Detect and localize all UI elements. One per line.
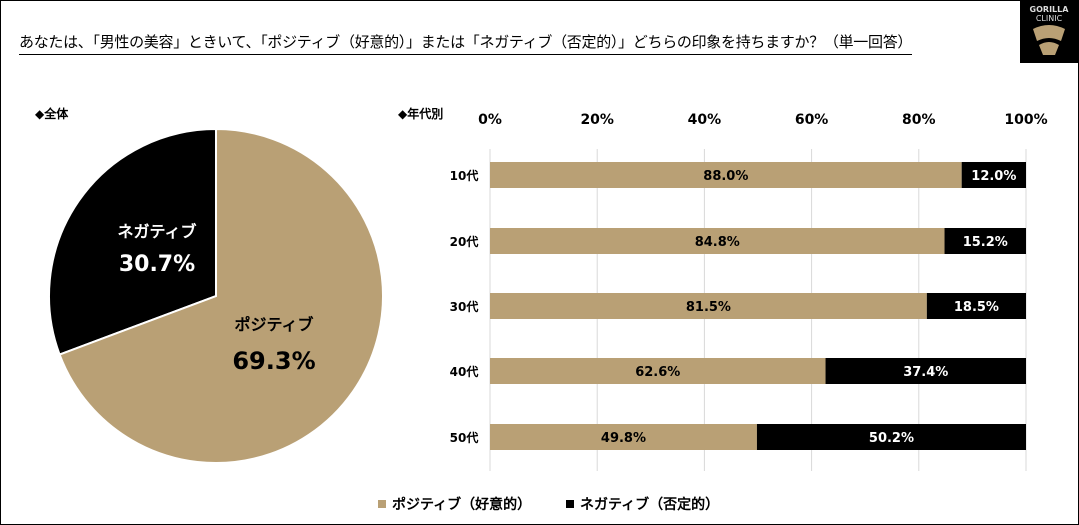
data-label-positive: 81.5%: [686, 300, 731, 315]
data-label-negative: 50.2%: [869, 431, 914, 446]
legend-label-negative: ネガティブ（否定的）: [580, 497, 720, 513]
x-tick-label: 60%: [795, 112, 829, 128]
bar-negative: [961, 162, 1026, 188]
legend-label-positive: ポジティブ（好意的）: [392, 497, 532, 513]
category-label: 30代: [450, 299, 479, 314]
bar-negative: [944, 228, 1026, 254]
data-label-negative: 15.2%: [963, 235, 1008, 250]
data-label-negative: 37.4%: [903, 365, 948, 380]
logo-text-2: CLINIC: [1035, 14, 1063, 23]
bar-positive: [490, 424, 757, 450]
bar-negative: [825, 358, 1026, 384]
category-label: 40代: [450, 364, 479, 379]
pie-slice-positive: [58, 127, 384, 464]
data-label-positive: 62.6%: [635, 365, 680, 380]
pie-section-title: ◆全体: [35, 107, 69, 121]
x-tick-label: 20%: [580, 112, 614, 128]
data-label-negative: 12.0%: [971, 169, 1016, 184]
legend-swatch-negative: [566, 500, 574, 508]
bar-positive: [490, 228, 945, 254]
category-label: 20代: [450, 234, 479, 249]
x-tick-label: 0%: [478, 112, 502, 128]
pie-slice-negative: [48, 127, 217, 356]
category-label: 50代: [450, 430, 479, 445]
bar-negative: [926, 293, 1026, 319]
pie-label-negative-value: 30.7%: [119, 252, 195, 277]
data-label-positive: 88.0%: [703, 169, 748, 184]
pie-label-negative-name: ネガティブ: [117, 222, 196, 241]
bar-positive: [490, 358, 826, 384]
legend-item-negative: ネガティブ（否定的）: [566, 494, 719, 514]
data-label-negative: 18.5%: [954, 300, 999, 315]
data-label-positive: 84.8%: [695, 235, 740, 250]
bar-positive: [490, 162, 962, 188]
gorilla-clinic-logo: GORILLA CLINIC: [1020, 1, 1078, 63]
category-label: 10代: [450, 168, 479, 183]
logo-text-1: GORILLA: [1029, 5, 1069, 14]
x-tick-label: 40%: [688, 112, 722, 128]
pie-label-positive-name: ポジティブ: [234, 315, 313, 334]
data-label-positive: 49.8%: [601, 431, 646, 446]
bar-positive: [490, 293, 927, 319]
pie-label-positive-value: 69.3%: [232, 347, 315, 375]
x-tick-label: 100%: [1004, 112, 1047, 128]
x-tick-label: 80%: [902, 112, 936, 128]
bar-section-title: ◆年代別: [398, 107, 444, 121]
chart-title: あなたは、「男性の美容」ときいて、「ポジティブ（好意的）」または「ネガティブ（否…: [19, 31, 912, 55]
bar-negative: [756, 424, 1026, 450]
legend-swatch-positive: [378, 500, 386, 508]
gorilla-icon: [1033, 25, 1065, 55]
legend-item-positive: ポジティブ（好意的）: [378, 494, 531, 514]
